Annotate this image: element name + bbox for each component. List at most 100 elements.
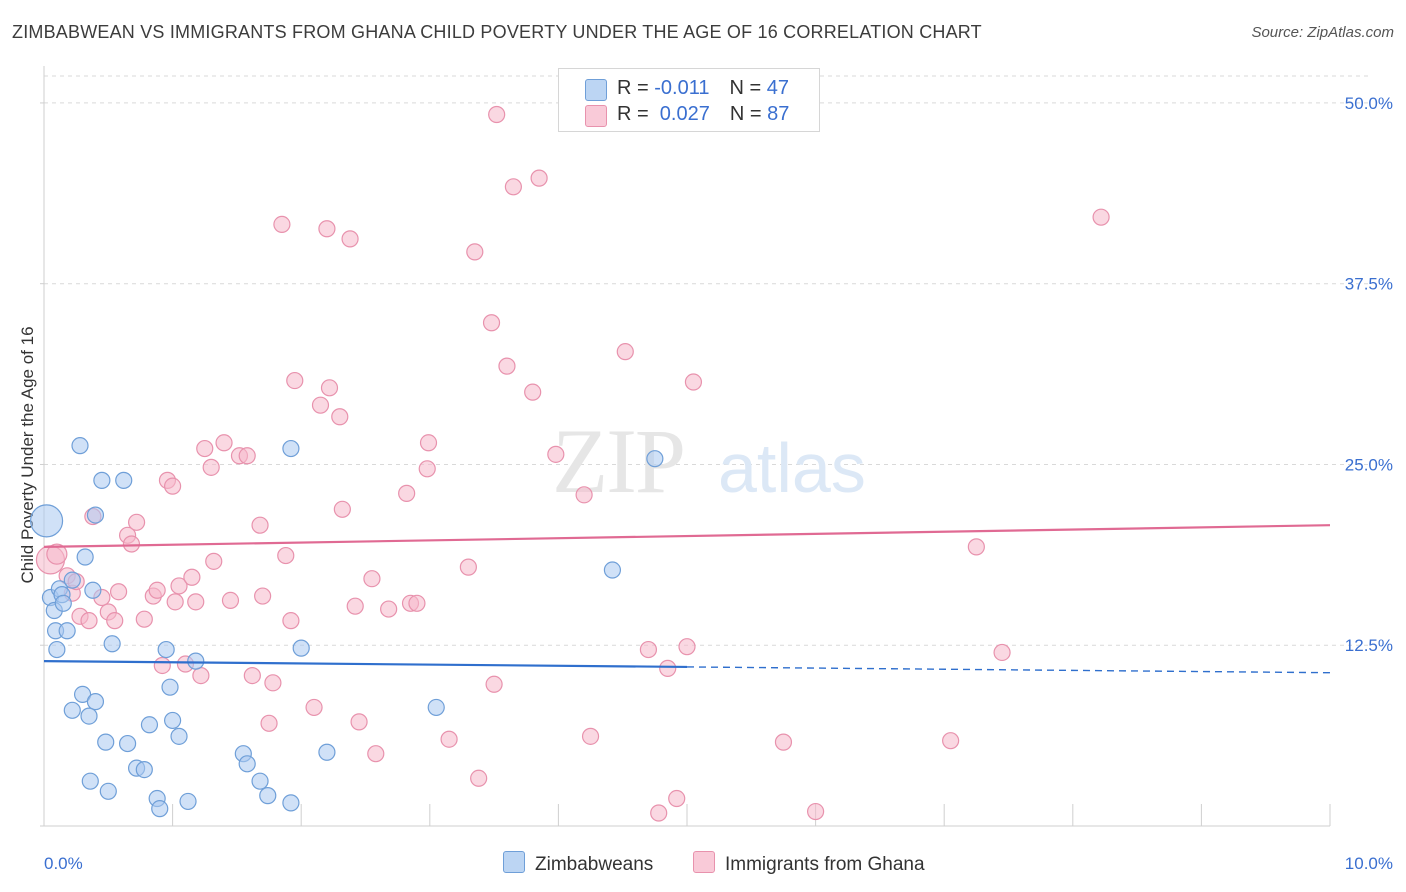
ghana-point — [482, 314, 501, 332]
legend-r-value: -0.011 — [654, 77, 710, 99]
zimbabweans-point — [238, 755, 256, 773]
zimbabweans-point — [81, 772, 99, 790]
ghana-point — [127, 513, 146, 531]
zimbabweans-trend-solid — [43, 660, 688, 669]
ghana-point — [650, 804, 668, 822]
zimbabweans-point — [71, 437, 89, 455]
ghana-point — [320, 379, 339, 397]
ghana-point — [806, 802, 825, 821]
ghana-point — [305, 698, 323, 717]
ghana-point — [485, 675, 503, 693]
legend-r-value: 0.027 — [654, 103, 710, 125]
zimbabweans-trend-dashed — [686, 666, 1331, 674]
legend-n-value: 47 — [766, 77, 789, 99]
y-tick-label: 12.5% — [1345, 636, 1393, 655]
ghana-point — [243, 666, 261, 685]
x-tick-label-end: 10.0% — [1345, 854, 1393, 873]
ghana-point — [363, 570, 381, 588]
zimbabweans-point — [76, 548, 94, 566]
ghana-point — [46, 543, 68, 565]
zimbabweans-point — [86, 693, 105, 711]
zimbabweans-point — [93, 471, 111, 489]
ghana-point — [367, 745, 385, 763]
zimbabweans-point — [161, 678, 179, 696]
ghana-point — [286, 371, 304, 390]
ghana-point — [331, 408, 349, 426]
bottom-legend-label: Immigrants from Ghana — [725, 854, 925, 875]
y-tick-label: 25.0% — [1345, 455, 1393, 474]
ghana-point — [166, 593, 184, 611]
zimbabweans-point — [58, 622, 76, 640]
legend-n-value: 87 — [767, 103, 790, 125]
legend-r-label: R = — [617, 77, 655, 99]
watermark-zip: ZIP — [552, 410, 684, 512]
zimbabweans-point — [99, 782, 117, 800]
stats-legend: R = -0.011 N = 47 R = 0.027 N = 87 — [558, 68, 820, 132]
zimbabweans-point — [115, 471, 133, 489]
zimbabweans-point — [118, 734, 137, 753]
ghana-point — [346, 597, 364, 615]
zimbabweans-point — [179, 792, 197, 811]
ghana-point — [333, 500, 351, 518]
zimbabweans-point — [54, 594, 72, 612]
bottom-legend-swatch-pink — [693, 851, 715, 873]
ghana-point — [183, 568, 201, 586]
chart-title: ZIMBABWEAN VS IMMIGRANTS FROM GHANA CHIL… — [12, 22, 982, 42]
zimbabweans-point — [187, 652, 205, 670]
x-tick-label-start: 0.0% — [44, 854, 83, 873]
ghana-point — [668, 789, 686, 808]
ghana-point — [251, 516, 269, 534]
ghana-point — [109, 583, 128, 601]
ghana-point — [311, 396, 330, 414]
bottom-legend-label: Zimbabweans — [535, 854, 654, 875]
zimbabweans-point — [86, 506, 105, 524]
ghana-point — [459, 558, 477, 576]
zimbabweans-point — [63, 571, 81, 589]
zimbabweans-point — [140, 716, 159, 734]
y-tick-label: 50.0% — [1345, 94, 1393, 113]
zimbabweans-point — [251, 772, 269, 790]
ghana-point — [80, 612, 98, 630]
zimbabweans-point — [84, 581, 102, 599]
ghana-point — [993, 643, 1011, 662]
legend-r-label: R = — [617, 103, 655, 125]
ghana-point — [215, 434, 233, 452]
ghana-point — [581, 727, 600, 745]
ghana-point — [659, 659, 677, 677]
axes — [40, 66, 1331, 827]
ghana-point — [350, 713, 368, 731]
ghana-point — [398, 484, 416, 502]
zimbabweans-point — [151, 800, 169, 818]
series-zimbabweans-points — [29, 437, 664, 818]
watermark-atlas: atlas — [718, 429, 866, 507]
ghana-point — [238, 447, 256, 465]
ghana-point — [684, 373, 703, 391]
ghana-point — [530, 169, 548, 187]
zimbabweans-point — [80, 707, 98, 725]
ghana-point — [196, 439, 214, 458]
ghana-point — [170, 577, 188, 595]
ghana-point — [380, 600, 398, 618]
zimbabweans-point — [292, 639, 310, 657]
zimbabweans-point — [164, 711, 182, 730]
bottom-legend-ghana: Immigrants from Ghana — [693, 851, 925, 876]
bottom-legend-swatch-blue — [503, 851, 525, 873]
source-label: Source: ZipAtlas.com — [1251, 24, 1394, 41]
ghana-point — [260, 714, 278, 732]
ghana-point — [153, 656, 171, 675]
ghana-point — [341, 230, 359, 248]
ghana-point — [774, 733, 793, 751]
ghana-point — [466, 243, 484, 261]
zimbabweans-point — [135, 760, 153, 779]
ghana-point — [273, 215, 291, 233]
legend-n-label: N = — [729, 103, 768, 125]
ghana-point — [639, 640, 658, 659]
ghana-point — [408, 594, 426, 612]
zimbabweans-point — [318, 743, 336, 761]
ghana-point — [205, 552, 223, 570]
zimbabweans-point — [97, 733, 115, 751]
ghana-point — [504, 178, 522, 196]
zimbabweans-point — [259, 787, 277, 805]
zimbabweans-point — [282, 439, 300, 458]
zimbabweans-point — [63, 701, 81, 719]
